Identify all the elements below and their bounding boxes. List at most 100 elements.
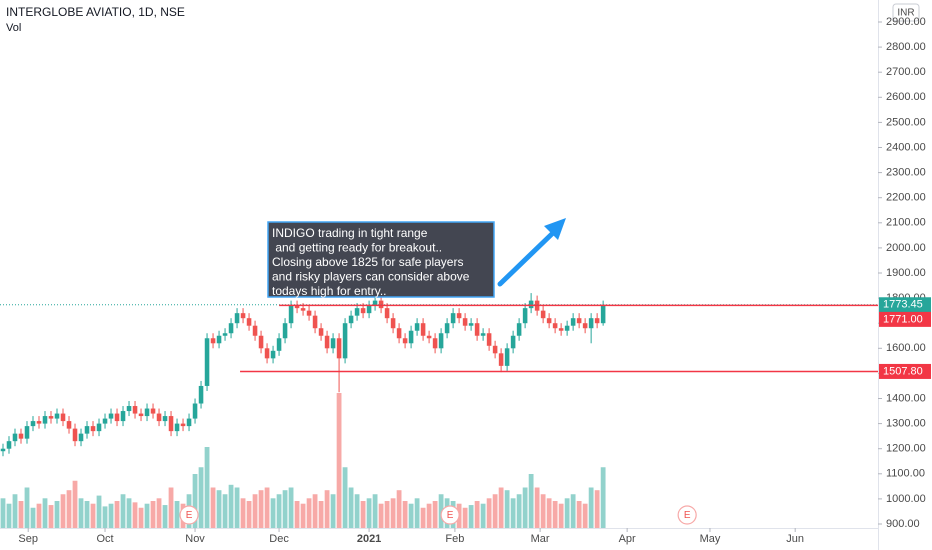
candle-body (510, 335, 516, 349)
candle-body (270, 350, 276, 359)
volume-bar (474, 501, 480, 528)
volume-bar (288, 487, 294, 528)
volume-bar (312, 494, 318, 528)
y-tick-label: 1000.00 (886, 493, 926, 505)
volume-bar (360, 501, 366, 528)
candle-body (594, 318, 600, 324)
candle-body (390, 318, 396, 329)
volume-bar (414, 498, 420, 528)
y-tick-label: 1100.00 (886, 468, 925, 480)
candle-body (84, 426, 90, 434)
volume-bar (210, 487, 216, 528)
volume-bar (96, 495, 102, 528)
candle-body (396, 328, 402, 339)
volume-bar (354, 494, 360, 528)
volume-bar (270, 498, 276, 528)
volume-bar (426, 503, 432, 528)
volume-bar (114, 501, 120, 528)
candle-body (0, 448, 6, 452)
earnings-label: E (684, 510, 691, 521)
level-label: 1771.00 (883, 313, 923, 325)
candle-body (186, 418, 192, 427)
volume-bar (120, 494, 126, 528)
candle-body (138, 413, 144, 417)
y-tick-label: 2500.00 (886, 116, 926, 128)
volume-bar (516, 494, 522, 528)
earnings-label: E (186, 510, 193, 521)
volume-bar (54, 501, 60, 528)
volume-bar (492, 494, 498, 528)
candle-body (120, 411, 126, 422)
y-tick-label: 1300.00 (886, 418, 926, 430)
x-tick-label: Jun (786, 533, 804, 545)
candle-body (102, 418, 108, 424)
volume-bar (300, 503, 306, 528)
y-tick-label: 2600.00 (886, 91, 926, 103)
volume-bar (138, 507, 144, 528)
level-label: 1507.80 (883, 365, 923, 377)
volume-bar (348, 487, 354, 528)
volume-bar (462, 507, 468, 528)
volume-bar (438, 494, 444, 528)
currency-badge[interactable] (892, 3, 920, 22)
volume-bar (576, 501, 582, 528)
volume-bar (48, 505, 54, 528)
y-tick-label: 1200.00 (886, 443, 926, 455)
volume-bar (552, 501, 558, 528)
volume-bar (162, 505, 168, 528)
candle-body (456, 313, 462, 319)
volume-bar (324, 490, 330, 528)
candle-body (180, 423, 186, 427)
volume-bar (390, 498, 396, 528)
candle-body (30, 421, 36, 427)
candle-body (114, 413, 120, 422)
candle-body (498, 353, 504, 366)
candle-body (324, 335, 330, 349)
candle-body (246, 318, 252, 326)
volume-bar (342, 467, 348, 528)
candle-body (438, 333, 444, 349)
candle-body (486, 333, 492, 346)
candle-body (174, 423, 180, 432)
volume-bar (198, 467, 204, 528)
volume-bar (402, 501, 408, 528)
candle-body (216, 335, 222, 344)
candle-body (558, 328, 564, 331)
volume-bar (6, 503, 12, 528)
candle-body (276, 338, 282, 351)
candle-body (474, 323, 480, 336)
volume-bar (282, 490, 288, 528)
last-price-label: 1773.45 (883, 299, 923, 311)
x-tick-label: Apr (619, 533, 636, 545)
volume-bar (582, 503, 588, 528)
earnings-label: E (447, 510, 454, 521)
candle-body (366, 305, 372, 314)
y-tick-label: 900.00 (886, 518, 920, 530)
x-tick-label: Mar (531, 533, 550, 545)
volume-bar (510, 498, 516, 528)
volume-bar (558, 503, 564, 528)
volume-label: Vol (6, 22, 21, 34)
candle-body (252, 325, 258, 336)
volume-bar (372, 494, 378, 528)
annotation-line: todays high for entry.. (272, 284, 387, 298)
candle-body (258, 335, 264, 349)
volume-bar (84, 501, 90, 528)
candle-body (552, 323, 558, 329)
earnings-marker (179, 505, 199, 525)
volume-bar (126, 498, 132, 528)
candle-body (462, 318, 468, 326)
y-tick-label: 1600.00 (886, 342, 926, 354)
candle-body (342, 323, 348, 359)
earnings-marker (440, 505, 460, 525)
candle-body (384, 308, 390, 319)
volume-bar (78, 498, 84, 528)
candle-body (414, 323, 420, 331)
annotation-line: and risky players can consider above (272, 270, 470, 284)
annotation-box[interactable] (267, 221, 495, 298)
y-tick-label: 2900.00 (886, 16, 926, 28)
volume-bar (534, 487, 540, 528)
volume-bar (72, 480, 78, 528)
volume-bar (366, 498, 372, 528)
